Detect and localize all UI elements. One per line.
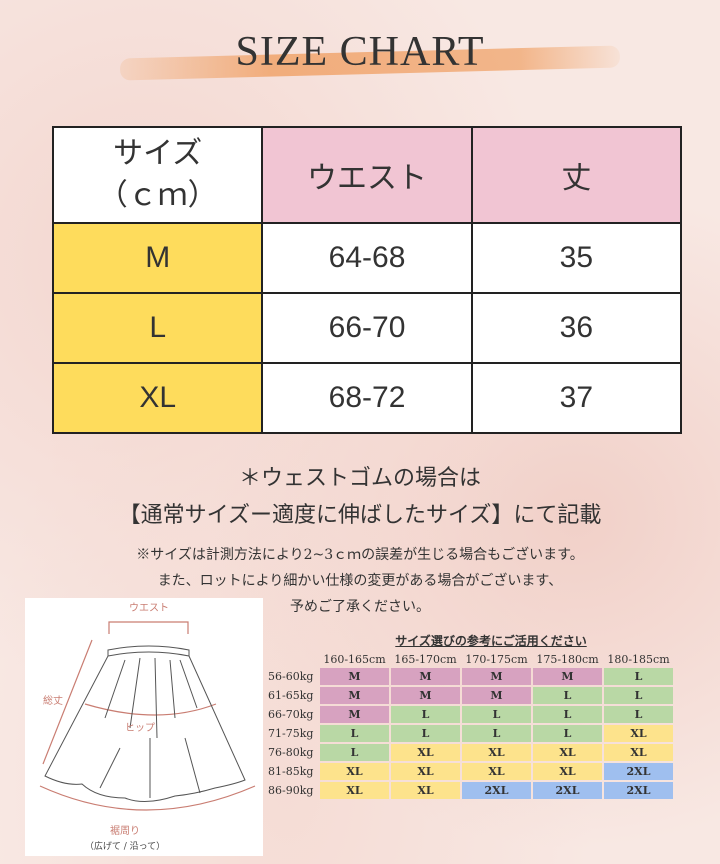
size-recommendation-cell: L <box>320 744 389 761</box>
reference-row: 71-75kg L L L L XL <box>268 725 673 742</box>
header-length: 丈 <box>470 126 683 224</box>
note-measure-method: 【通常サイズー適度に伸ばしたサイズ】にて記載 <box>118 503 602 528</box>
skirt-illustration: ウエスト 総丈 ヒップ 裾周り （広げて / 沿って） <box>39 602 256 852</box>
size-recommendation-cell: XL <box>391 763 460 780</box>
size-recommendation-cell: M <box>533 668 602 685</box>
height-header: 170-175cm <box>465 653 528 666</box>
size-recommendation-cell: L <box>533 725 602 742</box>
size-recommendation-cell: 2XL <box>533 782 602 799</box>
weight-label: 76-80kg <box>268 746 314 759</box>
size-recommendation-cell: L <box>604 687 673 704</box>
note-error: ※サイズは計測方法により2~3ｃｍの誤差が生じる場合もございます。 <box>136 547 584 563</box>
reference-row: 61-65kg M M M L L <box>268 687 673 704</box>
header-size: サイズ （ｃｍ） <box>51 126 264 224</box>
size-recommendation-cell: XL <box>462 763 531 780</box>
waist-label: ウエスト <box>129 602 169 614</box>
length-label: 総丈 <box>43 694 63 707</box>
height-header: 165-170cm <box>394 653 457 666</box>
hip-label: ヒップ <box>125 722 155 734</box>
size-recommendation-cell: L <box>533 706 602 723</box>
hem-note: （広げて / 沿って） <box>85 840 165 852</box>
size-recommendation-cell: XL <box>320 782 389 799</box>
weight-label: 61-65kg <box>268 689 314 702</box>
size-recommendation-cell: L <box>320 725 389 742</box>
length-cell: 37 <box>470 362 683 434</box>
reference-row: 66-70kg M L L L L <box>268 706 673 723</box>
note-waist-elastic: ＊ウェストゴムの場合は <box>238 466 481 491</box>
size-cell: XL <box>51 362 264 434</box>
page-title: SIZE CHART <box>235 29 485 75</box>
reference-title: サイズ選びの参考にご活用ください <box>395 634 587 648</box>
size-recommendation-cell: 2XL <box>604 782 673 799</box>
size-recommendation-cell: L <box>533 687 602 704</box>
size-recommendation-cell: 2XL <box>604 763 673 780</box>
size-recommendation-cell: XL <box>462 744 531 761</box>
hem-label: 裾周り <box>110 824 140 837</box>
size-recommendation-cell: M <box>320 687 389 704</box>
size-cell: M <box>51 222 264 294</box>
size-recommendation-cell: XL <box>533 763 602 780</box>
waist-cell: 64-68 <box>261 222 473 294</box>
size-recommendation-cell: 2XL <box>462 782 531 799</box>
size-recommendation-cell: L <box>462 725 531 742</box>
size-recommendation-cell: M <box>320 668 389 685</box>
size-recommendation-cell: XL <box>533 744 602 761</box>
size-recommendation-cell: L <box>604 706 673 723</box>
header-waist: ウエスト <box>261 126 473 224</box>
size-recommendation-cell: M <box>462 668 531 685</box>
size-recommendation-cell: XL <box>604 744 673 761</box>
size-recommendation-cell: L <box>462 706 531 723</box>
size-recommendation-cell: L <box>604 668 673 685</box>
reference-row: 56-60kg M M M M L <box>268 668 673 685</box>
size-reference-table: サイズ選びの参考にご活用ください 160-165cm 165-170cm 170… <box>266 632 676 801</box>
weight-label: 71-75kg <box>268 727 314 740</box>
weight-label: 81-85kg <box>268 765 314 778</box>
size-recommendation-cell: M <box>391 687 460 704</box>
height-header: 160-165cm <box>323 653 386 666</box>
size-recommendation-cell: M <box>391 668 460 685</box>
reference-row: 86-90kg XL XL 2XL 2XL 2XL <box>268 782 673 799</box>
size-table: サイズ （ｃｍ） ウエスト 丈 M 64-68 35 L 66-70 36 XL 68-7… <box>51 126 683 434</box>
size-recommendation-cell: M <box>462 687 531 704</box>
note-thanks: 予めご了承ください。 <box>290 599 430 615</box>
size-cell: L <box>51 292 264 364</box>
length-cell: 35 <box>470 222 683 294</box>
skirt-diagram: ウエスト 総丈 ヒップ 裾周り （広げて / 沿って） <box>25 598 263 856</box>
waist-cell: 66-70 <box>261 292 473 364</box>
length-cell: 36 <box>470 292 683 364</box>
size-recommendation-cell: XL <box>391 744 460 761</box>
note-lot: また、ロットにより細かい仕様の変更がある場合がございます、 <box>157 573 563 589</box>
size-recommendation-cell: XL <box>391 782 460 799</box>
size-recommendation-cell: L <box>391 725 460 742</box>
weight-label: 56-60kg <box>268 670 314 683</box>
weight-label: 86-90kg <box>268 784 314 797</box>
size-recommendation-cell: XL <box>604 725 673 742</box>
weight-label: 66-70kg <box>268 708 314 721</box>
size-recommendation-cell: L <box>391 706 460 723</box>
height-header: 175-180cm <box>536 653 599 666</box>
height-header: 180-185cm <box>607 653 670 666</box>
reference-row: 81-85kg XL XL XL XL 2XL <box>268 763 673 780</box>
size-recommendation-cell: XL <box>320 763 389 780</box>
size-recommendation-cell: M <box>320 706 389 723</box>
reference-row: 76-80kg L XL XL XL XL <box>268 744 673 761</box>
waist-cell: 68-72 <box>261 362 473 434</box>
